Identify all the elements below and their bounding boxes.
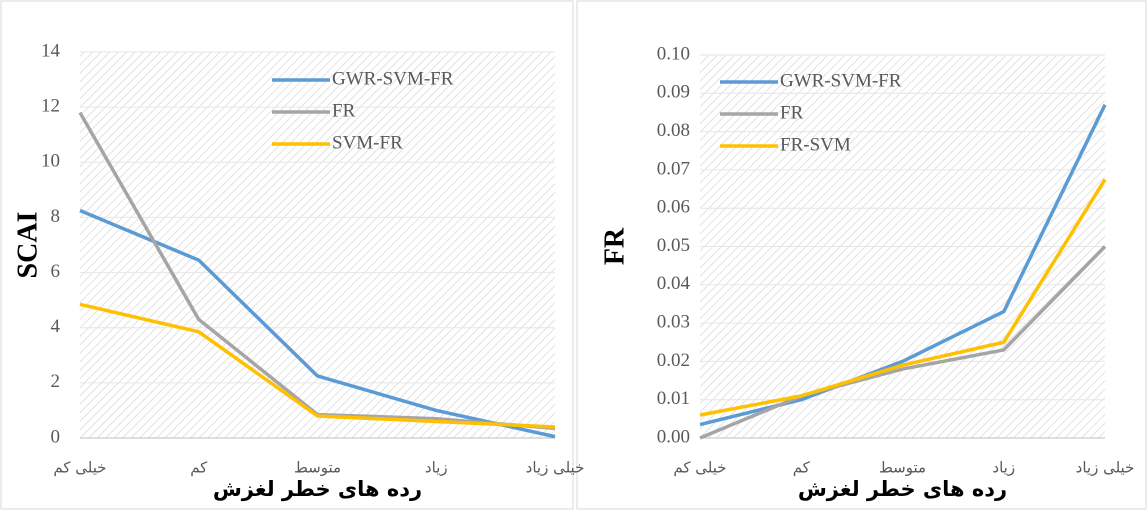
y-tick-label: 6 — [51, 261, 61, 282]
legend-label: GWR-SVM-FR — [780, 70, 902, 91]
series-line — [699, 104, 1107, 427]
x-tick-label: متوسط — [294, 459, 341, 477]
legend-label: FR — [332, 100, 356, 121]
x-tick-label: خیلی کم — [53, 459, 106, 477]
y-axis-title: FR — [599, 227, 630, 265]
legend-label: SVM-FR — [332, 132, 403, 153]
series-line — [699, 245, 1107, 440]
y-tick-label: 12 — [41, 96, 60, 117]
y-tick-label: 10 — [41, 151, 60, 172]
y-tick-label: 0.10 — [657, 43, 690, 64]
x-tick-label: خیلی کم — [673, 459, 726, 477]
y-tick-label: 0.00 — [657, 426, 690, 447]
y-tick-label: 0.03 — [657, 311, 690, 332]
x-tick-label: زیاد — [425, 459, 448, 477]
y-tick-label: 0.01 — [657, 388, 690, 409]
y-tick-label: 0.05 — [657, 235, 690, 256]
x-axis-title: رده های خطر لغزش — [798, 477, 1007, 501]
y-tick-label: 2 — [51, 371, 61, 392]
series-line — [79, 302, 556, 429]
x-tick-label: کم — [793, 459, 811, 477]
series-line — [79, 208, 556, 439]
legend-label: FR — [780, 102, 804, 123]
y-tick-label: 0.02 — [657, 350, 690, 371]
x-tick-label: خیلی زیاد — [1076, 459, 1135, 477]
y-tick-label: 0.04 — [657, 273, 691, 294]
y-tick-label: 0.09 — [657, 82, 690, 103]
y-tick-label: 0 — [51, 426, 61, 447]
x-tick-label: زیاد — [992, 459, 1015, 477]
y-tick-label: 8 — [51, 206, 61, 227]
legend-label: GWR-SVM-FR — [332, 68, 454, 89]
x-axis-title: رده های خطر لغزش — [213, 477, 422, 501]
y-tick-label: 0.08 — [657, 120, 690, 141]
y-axis-title: SCAI — [12, 212, 43, 279]
y-tick-label: 14 — [41, 40, 61, 61]
y-tick-label: 0.06 — [657, 197, 690, 218]
y-tick-label: 0.07 — [657, 158, 690, 179]
y-tick-label: 4 — [51, 316, 61, 337]
legend-label: FR-SVM — [780, 134, 851, 155]
x-tick-label: متوسط — [879, 459, 926, 477]
x-tick-label: خیلی زیاد — [526, 459, 585, 477]
x-tick-label: کم — [190, 459, 208, 477]
plot-area — [80, 52, 555, 438]
series-line — [699, 178, 1107, 417]
